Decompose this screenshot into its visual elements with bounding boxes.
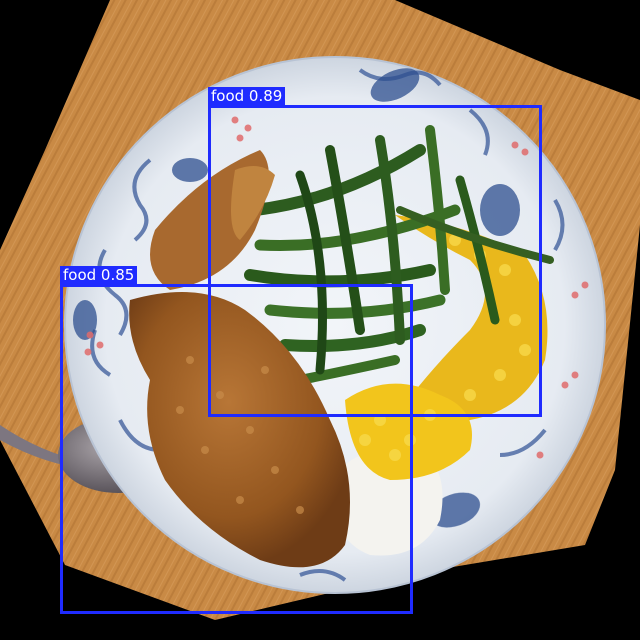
cutlet xyxy=(129,292,350,568)
corn xyxy=(345,215,548,480)
greens xyxy=(244,125,554,385)
detection-box: food 0.85 xyxy=(60,266,413,614)
cutlet-crumbs xyxy=(176,356,304,514)
detection-box: food 0.89 xyxy=(208,87,542,417)
detection-label: food 0.89 xyxy=(208,87,286,105)
detection-label: food 0.85 xyxy=(60,266,138,284)
